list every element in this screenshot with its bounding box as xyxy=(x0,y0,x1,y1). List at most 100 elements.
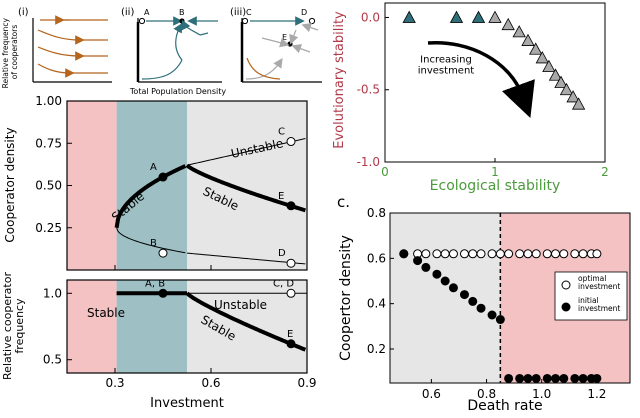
triangle-point xyxy=(471,10,486,23)
xtick-label: 1.2 xyxy=(587,387,606,401)
optimal-point xyxy=(531,249,541,259)
point-label-C: C xyxy=(278,127,285,138)
triangle-point xyxy=(449,10,464,23)
initial-point xyxy=(399,249,409,259)
point-E xyxy=(286,201,296,211)
point-C-open xyxy=(241,17,249,25)
schematic-panel-i xyxy=(32,15,112,83)
xtick-label: 0 xyxy=(381,165,389,179)
triangle-point xyxy=(571,97,586,110)
schematic-letter-D: D xyxy=(301,8,307,17)
point-CD xyxy=(286,288,296,298)
xtick-label: 0.8 xyxy=(477,387,496,401)
point-label: C, D xyxy=(273,278,294,289)
initial-point xyxy=(476,303,486,313)
region-stable xyxy=(116,280,187,373)
optimal-point xyxy=(487,249,497,259)
lower-branch-continuation xyxy=(186,252,306,265)
death-rate-chart: 0.2 0.4 0.6 0.8 0.6 0.8 1.0 1.2 Death rate Cooper… xyxy=(338,206,631,414)
schematic-letter-B: B xyxy=(179,8,185,17)
optimal-point xyxy=(570,249,580,259)
ytick-label: 0.4 xyxy=(367,297,386,311)
schematic-xlabel: Total Population Density xyxy=(129,87,226,96)
xtick-label: 1 xyxy=(491,165,499,179)
panel-c-label: c. xyxy=(337,193,350,211)
y-axis-label: Relative cooperatorfrequency xyxy=(1,272,26,380)
point-label-E: E xyxy=(278,191,284,202)
point-B-filled xyxy=(179,18,185,24)
point-D xyxy=(286,258,296,268)
ytick-label: 1.00 xyxy=(35,94,62,108)
xtick-label: 0.9 xyxy=(297,376,316,390)
ytick-label: 0.2 xyxy=(367,342,386,356)
initial-point xyxy=(515,373,525,383)
point-B xyxy=(158,248,168,258)
annotation: Increasing investment xyxy=(418,55,475,77)
branch-label-unstable: Unstable xyxy=(214,298,267,312)
initial-point xyxy=(578,373,588,383)
triangle-point xyxy=(521,33,535,46)
initial-point xyxy=(459,290,469,300)
initial-point xyxy=(421,262,431,272)
optimal-point xyxy=(504,249,514,259)
plot-frame xyxy=(389,212,631,384)
initial-point xyxy=(495,315,505,325)
optimal-point xyxy=(559,249,569,259)
optimal-point xyxy=(440,249,450,259)
triangle-point xyxy=(488,10,502,23)
triangle-point xyxy=(566,90,580,103)
ytick-label: 0.6 xyxy=(367,251,386,265)
point-label-B: B xyxy=(150,238,157,249)
branch-label-stable-left: Stable xyxy=(87,306,125,320)
initial-point xyxy=(542,373,552,383)
stable-branch-upper xyxy=(114,164,187,229)
xtick-label: 0.6 xyxy=(201,376,220,390)
initial-point xyxy=(432,269,442,279)
legend-marker-optimal xyxy=(561,280,571,290)
point-C xyxy=(286,137,296,147)
x-axis-label: Investment xyxy=(150,396,224,411)
triangle-point xyxy=(529,42,543,55)
schematic-label-ii: (ii) xyxy=(121,7,134,18)
ytick-label: 0.25 xyxy=(35,221,62,235)
triangle-point xyxy=(501,17,515,31)
optimal-point xyxy=(523,249,533,259)
ytick-label: -0.5 xyxy=(357,83,380,97)
optimal-point xyxy=(578,249,588,259)
point-E-filled xyxy=(287,41,293,47)
region-unstable xyxy=(67,280,117,373)
point-A-open xyxy=(138,17,146,25)
y-axis-label: Cooperator density xyxy=(3,127,17,242)
initial-point xyxy=(504,373,514,383)
initial-point xyxy=(551,373,561,383)
x-axis-label: Death rate xyxy=(467,398,542,414)
optimal-point xyxy=(542,249,552,259)
initial-point xyxy=(523,373,533,383)
stability-scatter-chart: 0 1 2 0.0 -0.5 -1.0 Ecological stability Evolut… xyxy=(332,2,609,194)
plot-frame xyxy=(66,279,308,374)
triangle-point xyxy=(554,75,568,88)
point-label: E xyxy=(287,329,293,340)
optimal-point xyxy=(421,249,431,259)
xtick-label: 0.3 xyxy=(105,376,124,390)
legend-label-optimal: optimal investment xyxy=(578,274,620,291)
plot-frame xyxy=(384,2,606,163)
x-axis-label: Ecological stability xyxy=(430,178,561,194)
xtick-label: 2 xyxy=(601,165,609,179)
point-label: A, B xyxy=(145,278,165,289)
triangle-point xyxy=(535,51,549,64)
initial-point xyxy=(487,310,497,320)
ytick-label: 0.0 xyxy=(361,10,380,24)
region-unstable xyxy=(67,101,117,270)
schematic-panel-ii: A B xyxy=(136,8,222,83)
increasing-investment-arrow xyxy=(427,41,535,119)
initial-point xyxy=(559,373,569,383)
xtick-label: 0.6 xyxy=(422,387,441,401)
triangle-point xyxy=(402,10,416,23)
schematic-letter-A: A xyxy=(144,8,150,17)
triangle-point xyxy=(512,25,526,38)
point-label-A: A xyxy=(150,162,157,173)
stable-branch-e xyxy=(185,291,307,352)
ytick-label: 0.75 xyxy=(35,136,62,150)
